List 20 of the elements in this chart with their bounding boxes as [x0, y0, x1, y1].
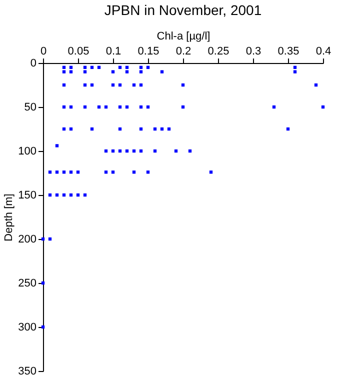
x-axis-title: Chl-a [µg/l]	[156, 30, 210, 42]
x-tick-label: 0.35	[278, 46, 300, 58]
x-tick-label: 0.4	[316, 46, 332, 58]
x-tick-label: 0	[40, 46, 47, 58]
chart-title: JPBN in November, 2001	[104, 2, 262, 18]
y-tick-label: 150	[18, 190, 36, 202]
x-tick-label: 0.1	[106, 46, 122, 58]
y-axis-title: Depth [m]	[3, 194, 16, 242]
y-tick-label: 0	[30, 58, 36, 70]
y-tick-label: 50	[24, 102, 36, 114]
y-tick-label: 200	[18, 234, 36, 246]
y-tick-label: 350	[18, 366, 36, 378]
y-tick-label: 300	[18, 322, 36, 334]
x-tick-label: 0.25	[208, 46, 230, 58]
x-tick-label: 0.15	[138, 46, 160, 58]
y-tick-label: 100	[18, 146, 36, 158]
x-tick-label: 0.05	[68, 46, 90, 58]
x-tick-label: 0.2	[176, 46, 192, 58]
y-tick-label: 250	[18, 278, 36, 290]
x-tick-label: 0.3	[246, 46, 262, 58]
